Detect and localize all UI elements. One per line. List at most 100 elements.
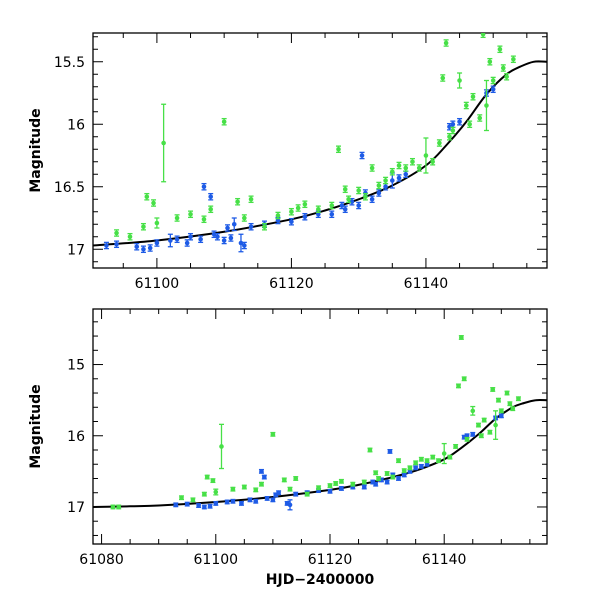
data-point-green <box>410 159 415 165</box>
data-point-blue <box>154 240 160 246</box>
y-tick-label: 16 <box>67 429 85 445</box>
data-point-green <box>204 474 210 480</box>
panel-top: 61100 61120 61140 15.5 16 16.5 17 Magnitude <box>28 32 548 292</box>
data-point-blue <box>457 119 462 125</box>
data-point-blue <box>104 243 109 248</box>
data-point-green <box>484 103 489 108</box>
data-point-green <box>470 408 476 414</box>
data-point-green <box>384 471 390 476</box>
data-point-green <box>443 40 449 46</box>
data-point-blue <box>287 502 293 508</box>
data-point-green <box>490 387 496 392</box>
data-point-green <box>161 140 166 146</box>
data-point-green <box>282 477 287 483</box>
plot-frame <box>92 308 548 545</box>
data-point-blue <box>134 244 140 250</box>
data-point-blue <box>327 489 333 494</box>
y-axis-title: Magnitude <box>28 384 44 468</box>
data-point-green <box>447 134 452 140</box>
data-point-blue <box>215 234 220 240</box>
data-point-green <box>376 183 382 188</box>
data-point-green <box>497 46 503 52</box>
data-point-green <box>342 186 348 192</box>
data-point-blue <box>450 121 456 127</box>
data-point-green <box>369 165 375 171</box>
data-point-blue <box>369 196 375 202</box>
data-point-green <box>154 220 160 226</box>
data-point-green <box>507 401 513 407</box>
data-point-green <box>289 209 294 215</box>
data-point-blue <box>356 203 361 208</box>
data-point-green <box>450 128 456 133</box>
data-point-green <box>456 383 461 389</box>
x-axis-title: HJD−2400000 <box>266 572 375 588</box>
data-point-green <box>151 200 156 206</box>
data-point-green <box>459 335 464 340</box>
data-point-green <box>293 476 299 481</box>
data-point-blue <box>342 206 348 212</box>
data-point-green <box>221 119 227 125</box>
series-blue <box>103 85 496 254</box>
data-point-green <box>219 444 224 449</box>
data-point-blue <box>387 449 393 454</box>
data-point-green <box>208 206 214 212</box>
data-point-green <box>510 406 516 411</box>
data-point-green <box>490 78 496 83</box>
data-point-green <box>516 396 521 402</box>
data-point-blue <box>225 225 230 231</box>
data-point-green <box>295 205 301 211</box>
data-layer <box>93 33 547 254</box>
data-point-blue <box>239 501 244 506</box>
data-point-green <box>190 497 196 503</box>
x-tick-label: 61120 <box>269 276 314 292</box>
data-point-green <box>144 194 150 200</box>
data-point-blue <box>293 491 299 497</box>
data-point-blue <box>396 476 401 481</box>
data-point-blue <box>499 413 504 419</box>
data-point-green <box>361 479 367 485</box>
data-point-green <box>479 433 484 439</box>
data-point-blue <box>289 219 294 225</box>
data-point-blue <box>413 465 418 471</box>
series-green <box>110 335 521 510</box>
data-point-blue <box>490 86 496 92</box>
data-point-blue <box>242 243 247 248</box>
data-point-green <box>413 460 418 466</box>
data-point-green <box>403 165 409 171</box>
data-point-green <box>430 454 436 460</box>
data-point-green <box>481 417 487 423</box>
plot-frame <box>92 32 548 269</box>
data-point-green <box>316 206 321 212</box>
data-point-green <box>363 194 368 200</box>
data-point-green <box>463 103 469 108</box>
y-tick-label: 17 <box>67 500 85 516</box>
data-point-blue <box>262 474 267 480</box>
data-point-green <box>496 397 501 403</box>
data-point-green <box>327 483 333 488</box>
data-point-green <box>441 451 447 456</box>
data-point-green <box>242 484 247 490</box>
y-axis-title: Magnitude <box>28 108 44 192</box>
data-point-green <box>453 444 458 449</box>
data-point-green <box>487 429 493 435</box>
data-point-green <box>464 437 470 442</box>
data-point-green <box>333 481 339 486</box>
y-tick-label: 16.5 <box>54 180 85 196</box>
data-point-blue <box>168 238 173 243</box>
data-point-green <box>242 215 247 221</box>
data-point-green <box>383 178 388 183</box>
data-point-blue <box>196 503 201 508</box>
model-curve <box>93 60 547 247</box>
data-point-green <box>476 422 481 428</box>
data-point-green <box>356 188 361 193</box>
data-point-green <box>259 481 264 487</box>
data-point-green <box>424 458 430 463</box>
data-point-green <box>339 479 344 484</box>
data-point-green <box>336 146 341 152</box>
series-blue <box>173 413 504 511</box>
data-point-blue <box>147 245 153 251</box>
data-point-green <box>230 486 236 492</box>
data-point-blue <box>390 178 395 183</box>
y-tick-label: 15 <box>67 358 85 374</box>
data-point-green <box>367 447 373 453</box>
